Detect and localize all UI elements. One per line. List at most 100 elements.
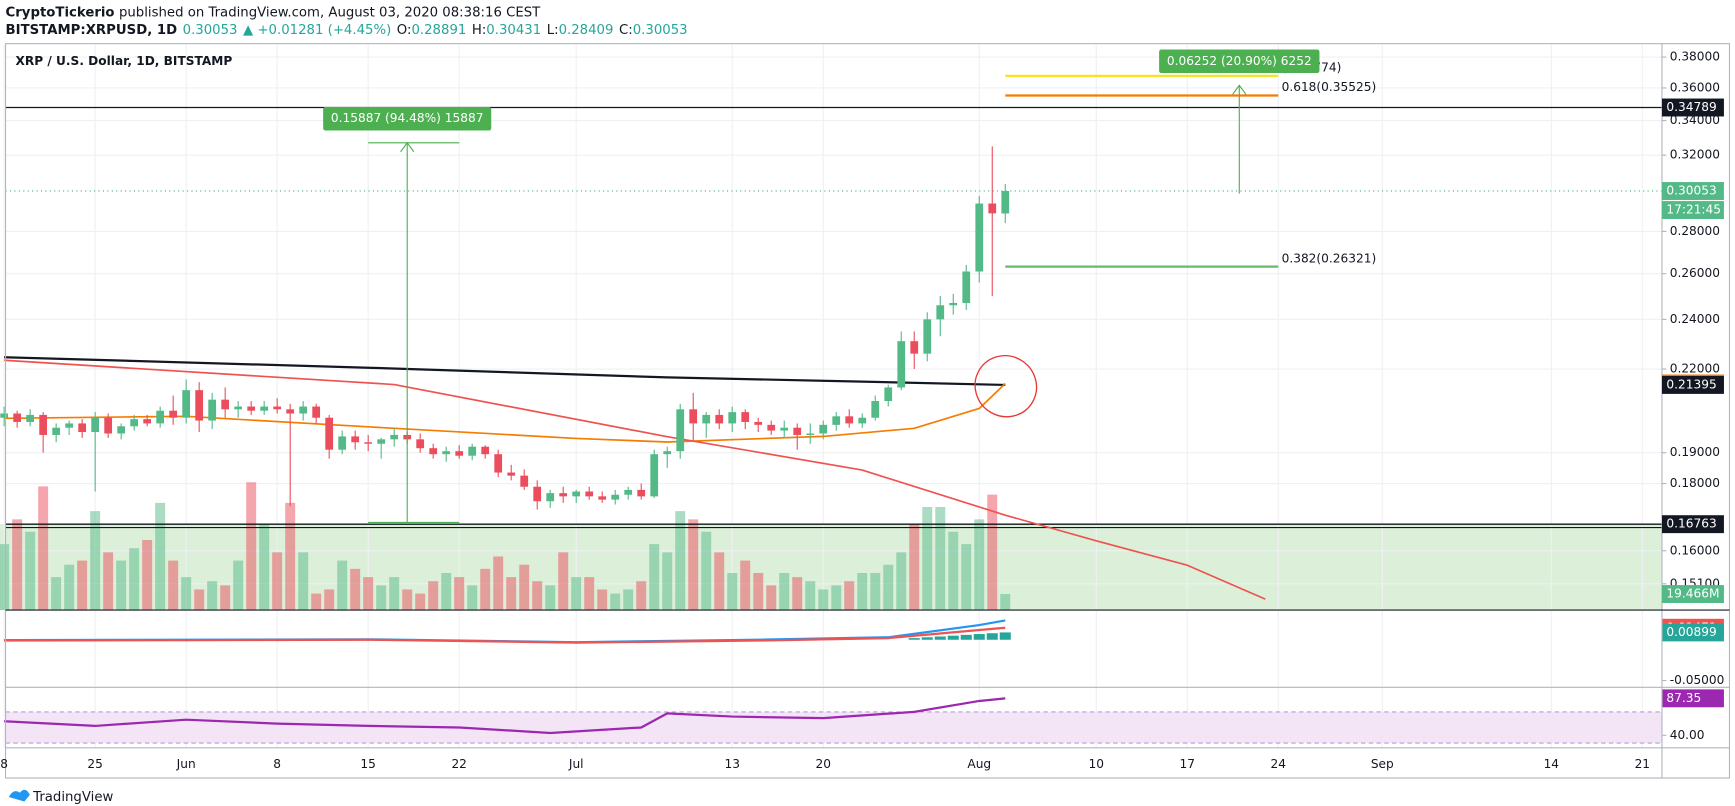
volume-bar [701, 531, 712, 611]
ohlc-value: 0.30053 [633, 23, 688, 38]
volume-bar [597, 589, 608, 611]
y-tick-label: 0.18000 [1670, 476, 1720, 490]
candle-body [897, 341, 906, 388]
candle-body [364, 442, 373, 444]
candle-body [611, 494, 620, 500]
candle-body [91, 417, 100, 433]
candle-body [819, 424, 828, 434]
volume-bar [714, 552, 725, 611]
volume-bar [493, 556, 504, 611]
x-tick-label: 20 [815, 757, 830, 771]
volume-bar [870, 572, 881, 611]
volume-bar [376, 585, 387, 611]
fib-label: 0.382(0.26321) [1282, 251, 1377, 265]
volume-bar [259, 523, 270, 611]
arrow-head [1232, 84, 1247, 95]
price-badge-label: 0.30053 [1666, 183, 1716, 197]
x-tick-label: 25 [87, 757, 102, 771]
candle-body [689, 409, 698, 424]
volume-bar [844, 581, 855, 611]
candle-body [507, 472, 516, 476]
candle-body [377, 439, 386, 444]
volume-bar [974, 519, 985, 611]
candle-body [468, 446, 477, 456]
y-tick-label: 0.36000 [1670, 80, 1720, 94]
x-tick-label: 8 [0, 757, 8, 771]
volume-bar [857, 572, 868, 611]
volume-bar [792, 577, 803, 611]
x-tick-label: 24 [1271, 757, 1287, 771]
volume-bar [350, 568, 361, 611]
price-badge-label: 0.00899 [1666, 625, 1716, 639]
circle-annotation [974, 355, 1038, 418]
candle-body [26, 414, 35, 422]
arrow-head [400, 141, 415, 153]
volume-bar [116, 560, 127, 611]
price-badge-label: 0.16763 [1666, 517, 1716, 531]
volume-bar [610, 593, 621, 611]
footer-text: TradingView [32, 790, 113, 805]
volume-bar [298, 552, 309, 611]
volume-bar [142, 539, 153, 611]
candle-body [416, 439, 425, 449]
candle-body [767, 424, 776, 431]
fib-label: 0.618(0.35525) [1282, 80, 1377, 94]
y-tick-label: 0.26000 [1670, 266, 1720, 280]
candle-body [65, 423, 74, 428]
volume-bar [207, 581, 218, 611]
volume-bar [922, 506, 933, 611]
y-tick-label: 0.32000 [1670, 148, 1720, 162]
measure-label: 0.06252 (20.90%) 6252 [1167, 54, 1312, 68]
volume-bar [168, 560, 179, 611]
volume-bar [1000, 594, 1011, 611]
volume-bar [25, 531, 36, 611]
candle-body [442, 451, 451, 455]
chart-title: XRP / U.S. Dollar, 1D, BITSTAMP [15, 54, 232, 68]
x-tick-label: 17 [1180, 757, 1195, 771]
volume-bar [220, 585, 231, 611]
y-tick-label: 0.19000 [1670, 445, 1720, 459]
ohlc-value: 0.28891 [411, 23, 466, 38]
y-tick-label: 0.38000 [1670, 50, 1720, 64]
candle-body [325, 417, 334, 450]
candle-body [923, 319, 932, 354]
macd-histogram-bar [999, 632, 1011, 640]
candle-body [455, 451, 464, 456]
rsi-line [4, 697, 1006, 735]
author: CryptoTickerio [6, 5, 115, 20]
volume-bar [285, 502, 296, 611]
volume-bar [337, 560, 348, 611]
x-tick-label: 15 [360, 757, 375, 771]
candle-body [728, 412, 737, 424]
candle-body [871, 401, 880, 418]
candle-body [572, 491, 581, 497]
price-badge [1661, 375, 1724, 394]
candle-body [234, 406, 243, 410]
volume-bar [935, 506, 946, 611]
macd-histogram-bar [986, 633, 998, 640]
rsi-tick-label: 40.00 [1670, 728, 1705, 742]
price-badge [1661, 689, 1724, 708]
candle-body [273, 406, 282, 410]
candle-body [585, 491, 594, 497]
candle-body [546, 493, 555, 502]
indicator-layer [4, 106, 1662, 600]
volume-bar [961, 544, 972, 611]
candle-body [299, 406, 308, 414]
x-tick-label: Jul [568, 757, 584, 771]
candle-body [754, 421, 763, 425]
candle-body [533, 486, 542, 502]
price-badge [1661, 515, 1724, 534]
candle-body [0, 413, 9, 418]
x-tick-label: Aug [967, 757, 991, 771]
candle-body [390, 434, 399, 440]
candle-body [221, 399, 230, 410]
ohlc-key: O: [397, 23, 412, 38]
x-tick-label: Jun [176, 757, 196, 771]
candle-body [845, 416, 854, 424]
x-tick-label: Sep [1371, 757, 1394, 771]
volume-bar [389, 577, 400, 611]
candle-body [780, 427, 789, 431]
candle-body [741, 412, 750, 422]
volume-bar [766, 585, 777, 611]
